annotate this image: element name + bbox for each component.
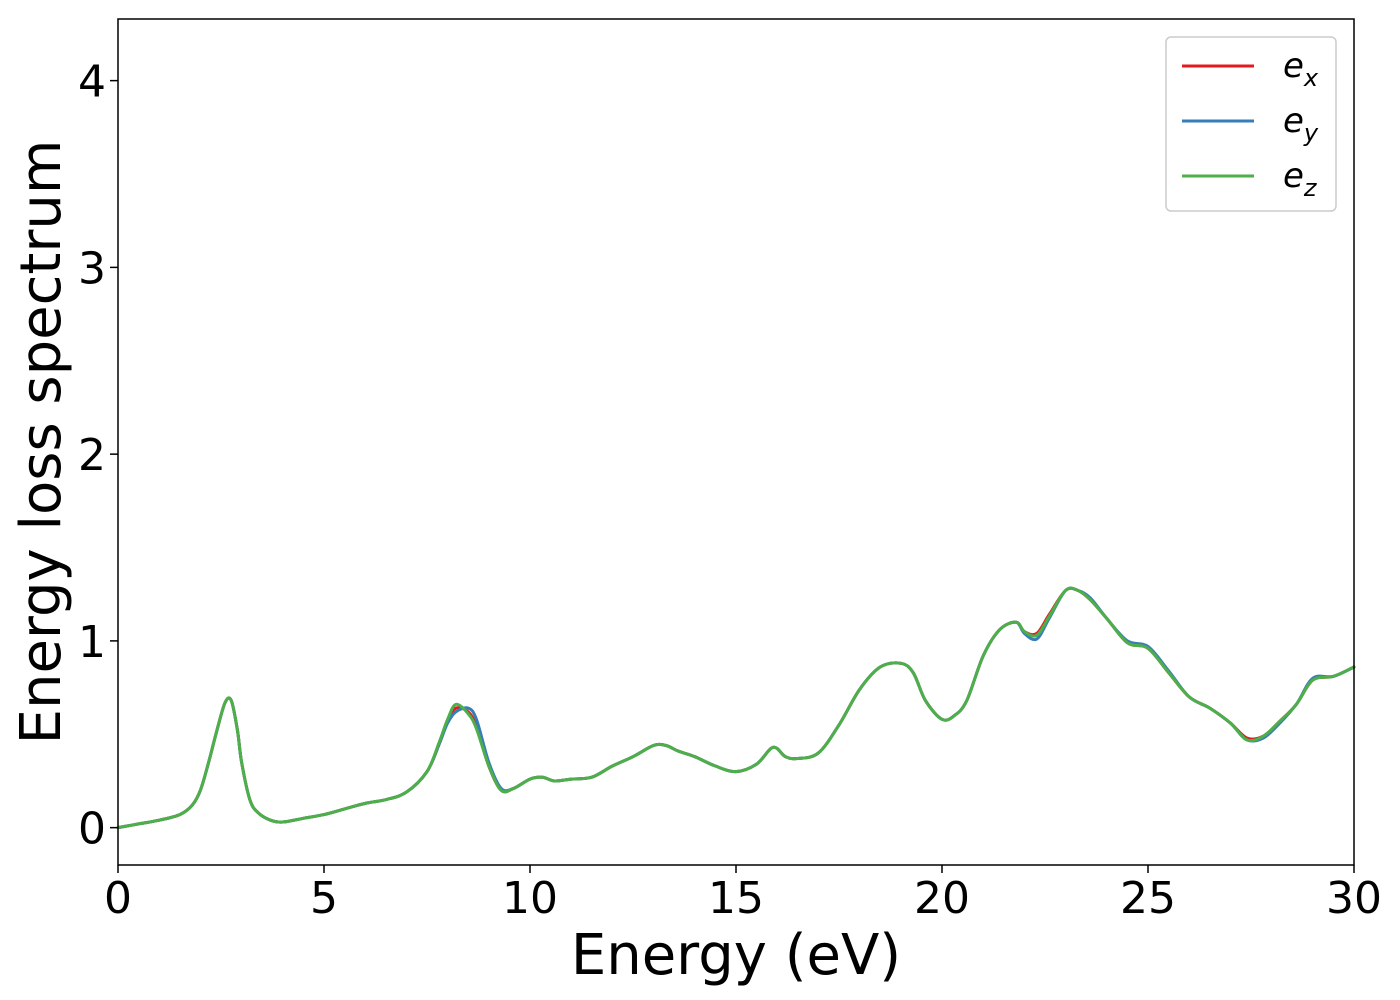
x-axis: 0 5 10 15 20 25 30 bbox=[104, 865, 1382, 924]
y-tick-label: 1 bbox=[78, 617, 106, 668]
legend-label-ex: ex bbox=[1283, 46, 1319, 92]
y-tick-label: 0 bbox=[78, 804, 106, 855]
x-axis-label: Energy (eV) bbox=[571, 923, 901, 988]
plot-background bbox=[118, 19, 1354, 865]
x-tick-label: 30 bbox=[1326, 873, 1382, 924]
series-line-ez bbox=[116, 586, 1356, 830]
x-tick-label: 10 bbox=[502, 873, 558, 924]
legend-label-base: e bbox=[1283, 46, 1304, 86]
y-tick-label: 3 bbox=[78, 243, 106, 294]
x-tick-label: 20 bbox=[914, 873, 970, 924]
legend-box bbox=[1165, 36, 1337, 212]
legend-label-subscript: y bbox=[1303, 119, 1319, 147]
x-tick-label: 25 bbox=[1120, 873, 1176, 924]
legend-label-base: e bbox=[1283, 101, 1304, 141]
legend-label-ez: ez bbox=[1283, 156, 1318, 202]
legend-label-base: e bbox=[1283, 156, 1304, 196]
series-layer bbox=[116, 586, 1356, 830]
x-tick-label: 15 bbox=[708, 873, 764, 924]
y-axis: 0 1 2 3 4 bbox=[78, 57, 118, 855]
x-tick-label: 0 bbox=[104, 873, 132, 924]
y-tick-label: 2 bbox=[78, 430, 106, 481]
y-tick-label: 4 bbox=[78, 57, 106, 108]
legend-label-ey: ey bbox=[1283, 101, 1319, 147]
y-axis-label: Energy loss spectrum bbox=[9, 140, 74, 745]
legend-label-subscript: x bbox=[1303, 64, 1319, 92]
legend-label-subscript: z bbox=[1303, 174, 1318, 202]
x-tick-label: 5 bbox=[310, 873, 338, 924]
